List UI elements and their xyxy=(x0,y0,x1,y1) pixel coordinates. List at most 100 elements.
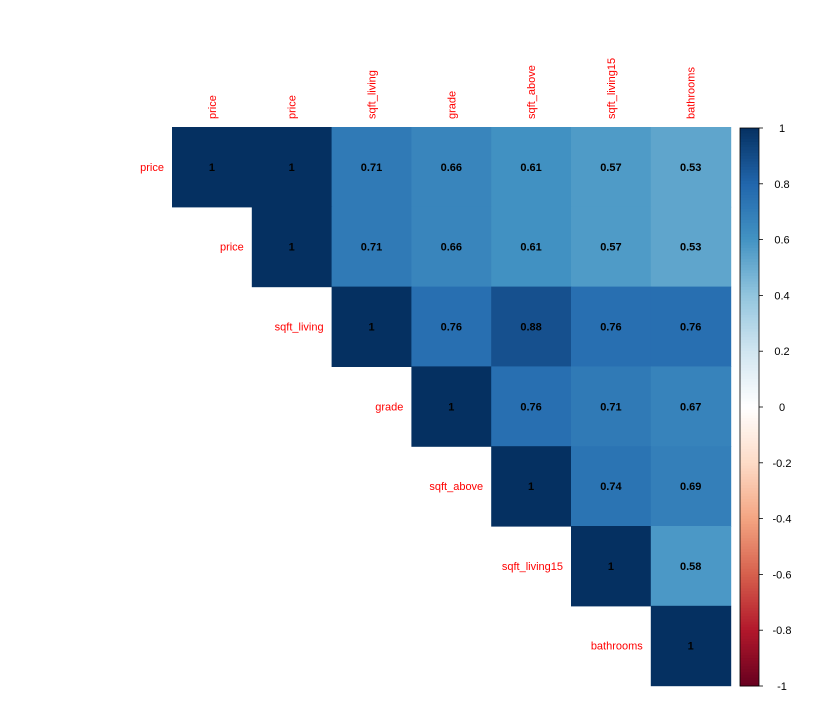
colorbar-segment xyxy=(740,658,759,662)
cell-value: 0.58 xyxy=(680,561,701,573)
colorbar-segment xyxy=(740,317,759,321)
colorbar-segment xyxy=(740,387,759,391)
colorbar-segment xyxy=(740,312,759,316)
colorbar-segment xyxy=(740,646,759,651)
colorbar-segment xyxy=(740,303,759,307)
colorbar-segment xyxy=(740,197,759,201)
colorbar-segment xyxy=(740,529,759,533)
colorbar-segment xyxy=(740,130,759,134)
colorbar-segment xyxy=(740,404,759,408)
colorbar-segment xyxy=(740,563,759,567)
colorbar-segment xyxy=(740,175,759,179)
colorbar-segment xyxy=(740,398,759,402)
colorbar-segment xyxy=(740,401,759,405)
colorbar-tick-label: -1 xyxy=(777,681,787,693)
colorbar-segment xyxy=(740,412,759,416)
colorbar-segment xyxy=(740,328,759,333)
heatmap-cell xyxy=(491,446,572,527)
heatmap-cell xyxy=(411,127,492,208)
colorbar-segment xyxy=(740,270,759,274)
colorbar-segment xyxy=(740,655,759,659)
cell-value: 0.57 xyxy=(600,242,621,254)
row-label: sqft_above xyxy=(429,481,483,493)
colorbar-segment xyxy=(740,490,759,494)
colorbar-segment xyxy=(740,448,759,453)
heatmap-cells xyxy=(172,127,732,687)
heatmap-cell xyxy=(331,127,412,208)
cell-value: 1 xyxy=(289,162,295,174)
cell-value: 0.69 xyxy=(680,481,701,493)
colorbar-segment xyxy=(740,619,759,623)
colorbar-segment xyxy=(740,669,759,673)
colorbar-segment xyxy=(740,409,759,413)
colorbar-segment xyxy=(740,451,759,455)
cell-value: 0.76 xyxy=(520,401,541,413)
heatmap-cell xyxy=(411,206,492,288)
column-label: price xyxy=(287,95,299,119)
colorbar-segment xyxy=(740,471,759,475)
colorbar-segment xyxy=(740,320,759,324)
colorbar-segment xyxy=(740,465,759,469)
heatmap-cell xyxy=(411,366,492,447)
colorbar-segment xyxy=(740,345,759,349)
colorbar-segment xyxy=(740,574,759,578)
colorbar-segment xyxy=(740,314,759,319)
colorbar-segment xyxy=(740,153,759,157)
colorbar-segment xyxy=(740,630,759,634)
colorbar-segment xyxy=(740,393,759,397)
row-label: price xyxy=(220,242,244,254)
colorbar-segment xyxy=(740,128,759,132)
colorbar-segment xyxy=(740,264,759,268)
colorbar-segment xyxy=(740,267,759,271)
colorbar-segment xyxy=(740,596,759,600)
colorbar-segment xyxy=(740,384,759,388)
heatmap-cell xyxy=(251,127,333,208)
colorbar-segment xyxy=(740,231,759,235)
colorbar-segment xyxy=(740,605,759,609)
cell-value: 1 xyxy=(209,162,215,174)
row-label: bathrooms xyxy=(591,641,643,653)
colorbar-segment xyxy=(740,287,759,291)
colorbar-segment xyxy=(740,652,759,656)
colorbar-segment xyxy=(740,211,759,215)
colorbar-segment xyxy=(740,407,759,411)
heatmap-cell xyxy=(650,286,732,367)
colorbar-segment xyxy=(740,172,759,176)
heatmap-cell xyxy=(571,446,652,527)
column-label: price xyxy=(207,95,219,119)
colorbar-segment xyxy=(740,300,759,305)
colorbar-segment xyxy=(740,566,759,570)
colorbar-segment xyxy=(740,367,759,372)
heatmap-cell xyxy=(571,286,652,367)
colorbar-segment xyxy=(740,144,759,148)
cell-value: 0.76 xyxy=(600,322,621,334)
colorbar-segment xyxy=(740,644,759,648)
cell-value: 0.76 xyxy=(680,322,701,334)
colorbar-segment xyxy=(740,373,759,377)
colorbar-segment xyxy=(740,178,759,182)
colorbar-segment xyxy=(740,203,759,207)
colorbar-segment xyxy=(740,568,759,573)
heatmap-cell xyxy=(251,206,333,288)
colorbar-segment xyxy=(740,515,759,519)
cell-value: 1 xyxy=(608,561,614,573)
colorbar-segment xyxy=(740,155,759,160)
colorbar-segment xyxy=(740,259,759,263)
heatmap-cell xyxy=(571,366,652,447)
colorbar-segment xyxy=(740,169,759,174)
colorbar-segment xyxy=(740,292,759,296)
colorbar-segment xyxy=(740,683,759,687)
cell-value: 1 xyxy=(289,242,295,254)
cell-value: 0.61 xyxy=(520,242,541,254)
colorbar-tick-label: 0.8 xyxy=(774,179,789,191)
heatmap-cell xyxy=(411,286,492,367)
colorbar-segment xyxy=(740,275,759,280)
column-label: sqft_living xyxy=(367,70,379,119)
colorbar-tick-label: 0 xyxy=(779,402,785,414)
colorbar-segment xyxy=(740,334,759,338)
colorbar-segment xyxy=(740,415,759,419)
colorbar-segment xyxy=(740,571,759,575)
cell-value: 0.61 xyxy=(520,162,541,174)
heatmap-cell xyxy=(650,206,732,288)
